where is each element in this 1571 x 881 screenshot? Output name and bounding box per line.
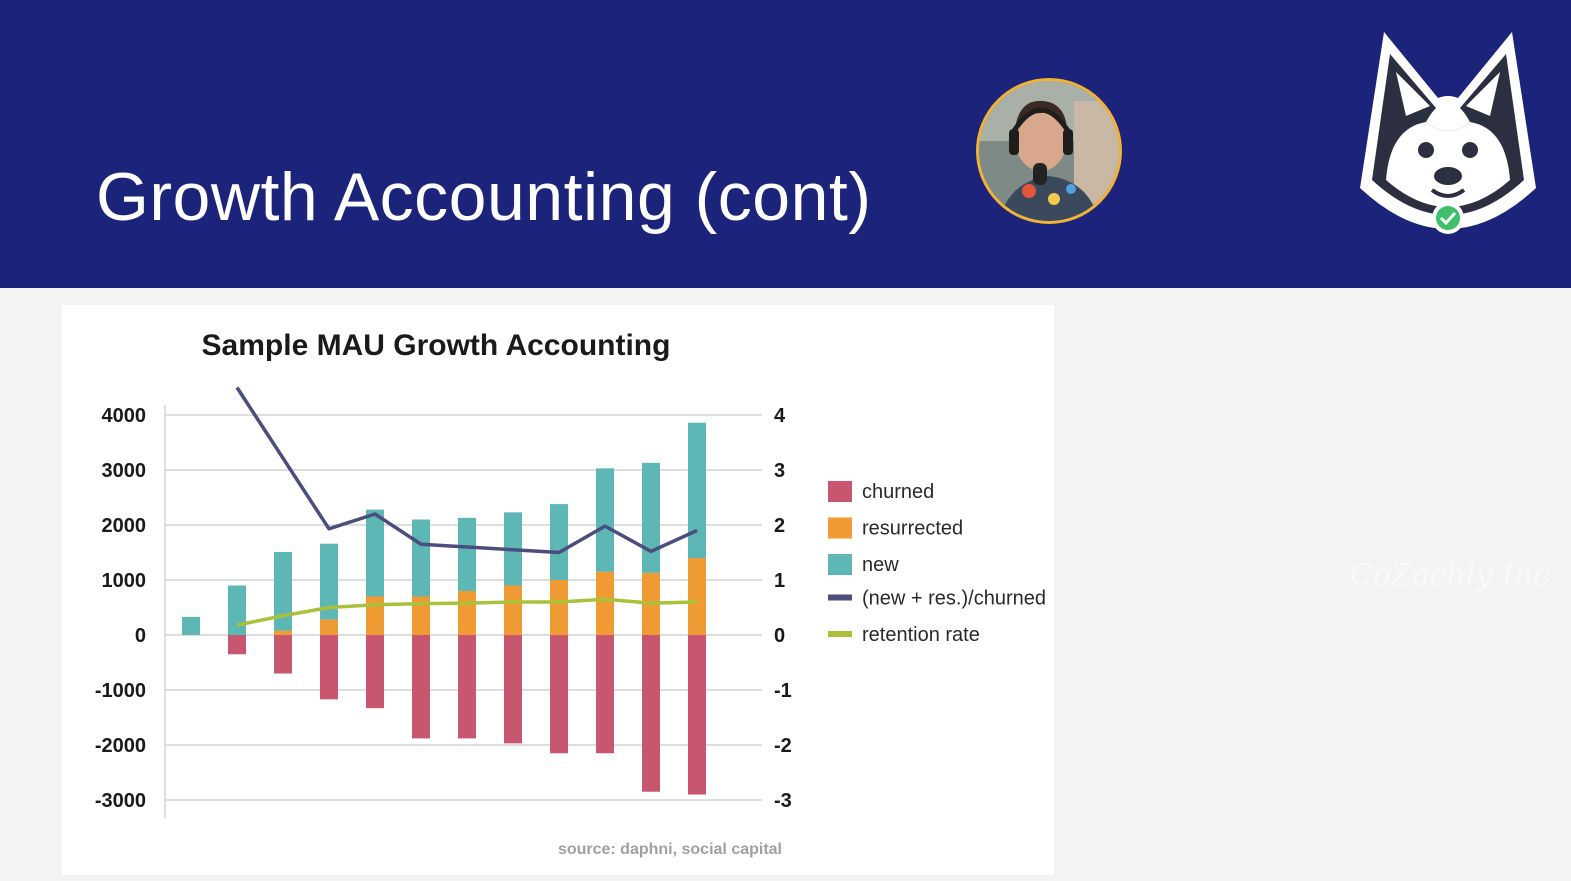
bar-churned xyxy=(642,635,660,792)
chart-legend: churned resurrected new (new + res.)/churne… xyxy=(828,481,1046,646)
legend-swatch xyxy=(828,517,852,539)
y2-tick-label: -3 xyxy=(774,790,792,812)
y-tick-label: 0 xyxy=(135,625,146,647)
bar-churned xyxy=(320,635,338,700)
bar-resurrected xyxy=(550,580,568,635)
y-tick-label: 3000 xyxy=(102,460,147,482)
line-series xyxy=(236,597,698,627)
legend-swatch xyxy=(828,594,852,601)
y-tick-label: -1000 xyxy=(95,680,146,702)
y-tick-label: -3000 xyxy=(95,790,146,812)
bar-churned xyxy=(688,635,706,795)
y-tick-label: 2000 xyxy=(102,515,147,537)
legend-swatch xyxy=(828,554,852,575)
bar-churned xyxy=(550,635,568,754)
bar-resurrected xyxy=(412,596,430,635)
y-tick-label: 1000 xyxy=(102,570,147,592)
bar-churned xyxy=(274,635,292,674)
bar-resurrected xyxy=(458,591,476,635)
legend-label: retention rate xyxy=(862,624,980,646)
bar-resurrected xyxy=(274,630,292,635)
chart-source: source: daphni, social capital xyxy=(558,841,782,858)
y2-tick-label: 3 xyxy=(774,460,785,482)
y2-tick-label: -1 xyxy=(774,680,792,702)
y2-tick-label: 4 xyxy=(774,405,786,427)
legend-label: (new + res.)/churned xyxy=(862,588,1046,610)
bar-resurrected xyxy=(688,558,706,635)
y2-tick-label: -2 xyxy=(774,735,792,757)
y-tick-label: -2000 xyxy=(95,735,146,757)
legend-swatch xyxy=(828,481,852,502)
right-axis-ticks: 4 3 2 1 0 -1 -2 -3 xyxy=(774,405,792,812)
bar-new xyxy=(274,551,292,631)
bar-resurrected xyxy=(504,585,522,635)
bar-new xyxy=(458,517,476,591)
check-badge-icon xyxy=(1432,202,1464,234)
bar-churned xyxy=(458,635,476,739)
legend-swatch xyxy=(828,631,852,637)
bar-churned xyxy=(596,635,614,754)
slide-title: Growth Accounting (cont) xyxy=(96,159,872,235)
webcam-feed xyxy=(979,81,1119,221)
y2-tick-label: 1 xyxy=(774,570,785,592)
bar-new xyxy=(550,504,568,580)
watermark: CoZachly Inc xyxy=(1350,558,1550,593)
bar-churned xyxy=(366,635,384,709)
chart-lines xyxy=(235,386,698,627)
chart-grid xyxy=(164,405,762,818)
legend-label: new xyxy=(862,554,899,576)
legend-label: churned xyxy=(862,481,934,503)
y-tick-label: 4000 xyxy=(102,405,147,427)
left-axis-ticks: 4000 3000 2000 1000 0 -1000 -2000 -3000 xyxy=(95,405,146,812)
bar-new xyxy=(182,616,200,635)
legend-label: resurrected xyxy=(862,518,963,540)
chart-bars xyxy=(182,422,706,795)
bar-resurrected xyxy=(366,596,384,635)
bar-new xyxy=(412,519,430,597)
y2-tick-label: 0 xyxy=(774,625,785,647)
line-series xyxy=(235,386,698,555)
husky-logo-icon xyxy=(1346,20,1551,245)
bar-resurrected xyxy=(596,571,614,635)
bar-new xyxy=(320,543,338,620)
y2-tick-label: 2 xyxy=(774,515,785,537)
bar-new xyxy=(596,468,614,572)
bar-new xyxy=(688,422,706,558)
mau-growth-chart: Sample MAU Growth Accounting 40003000200… xyxy=(95,329,1046,858)
bar-new xyxy=(366,509,384,597)
bar-churned xyxy=(228,635,246,655)
presenter-webcam xyxy=(976,78,1122,224)
bar-new xyxy=(228,585,246,635)
bar-new xyxy=(642,462,660,573)
slide-header xyxy=(0,0,1571,288)
chart-title: Sample MAU Growth Accounting xyxy=(202,329,671,362)
bar-churned xyxy=(504,635,522,744)
bar-churned xyxy=(412,635,430,739)
bar-resurrected xyxy=(320,619,338,635)
